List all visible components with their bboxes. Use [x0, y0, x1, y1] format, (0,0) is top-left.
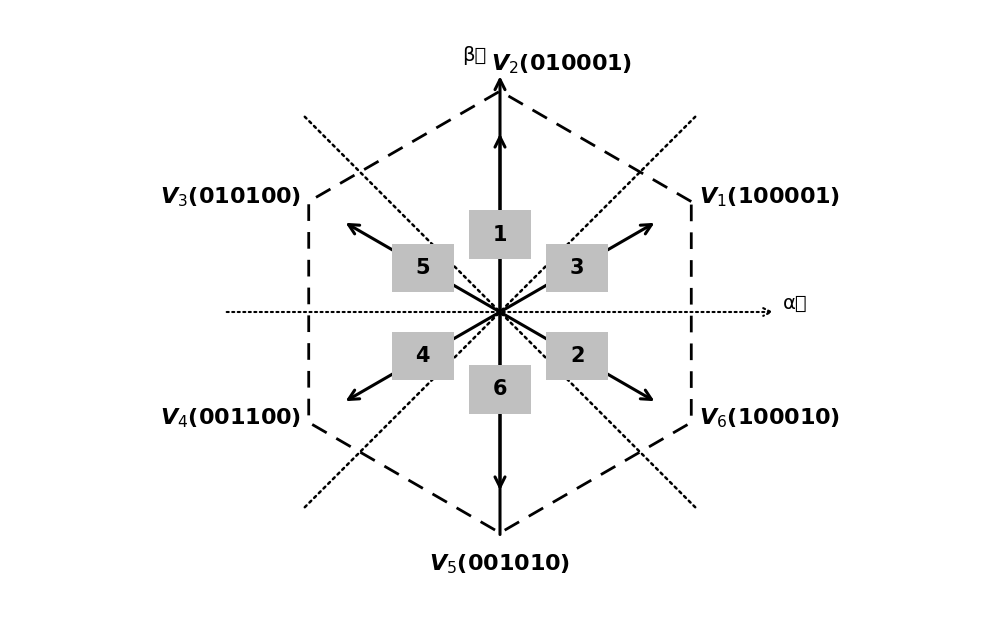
Text: 2: 2: [570, 346, 585, 366]
FancyBboxPatch shape: [469, 210, 531, 259]
Text: β轴: β轴: [462, 46, 487, 65]
FancyBboxPatch shape: [392, 243, 454, 292]
Text: 4: 4: [415, 346, 430, 366]
Text: 6: 6: [493, 379, 507, 399]
Text: $\boldsymbol{V}_2$(010001): $\boldsymbol{V}_2$(010001): [491, 53, 632, 76]
FancyBboxPatch shape: [546, 243, 608, 292]
Text: $\boldsymbol{V}_1$(100001): $\boldsymbol{V}_1$(100001): [699, 185, 840, 209]
Text: α轴: α轴: [783, 294, 807, 313]
Text: 1: 1: [493, 225, 507, 245]
FancyBboxPatch shape: [392, 332, 454, 381]
Text: $\boldsymbol{V}_4$(001100): $\boldsymbol{V}_4$(001100): [160, 406, 301, 430]
Text: $\boldsymbol{V}_5$(001010): $\boldsymbol{V}_5$(001010): [429, 552, 571, 575]
Text: $\boldsymbol{V}_6$(100010): $\boldsymbol{V}_6$(100010): [699, 406, 840, 430]
Text: $\boldsymbol{V}_3$(010100): $\boldsymbol{V}_3$(010100): [160, 185, 301, 209]
FancyBboxPatch shape: [469, 365, 531, 414]
FancyBboxPatch shape: [546, 332, 608, 381]
Text: 3: 3: [570, 258, 585, 278]
Text: 5: 5: [415, 258, 430, 278]
